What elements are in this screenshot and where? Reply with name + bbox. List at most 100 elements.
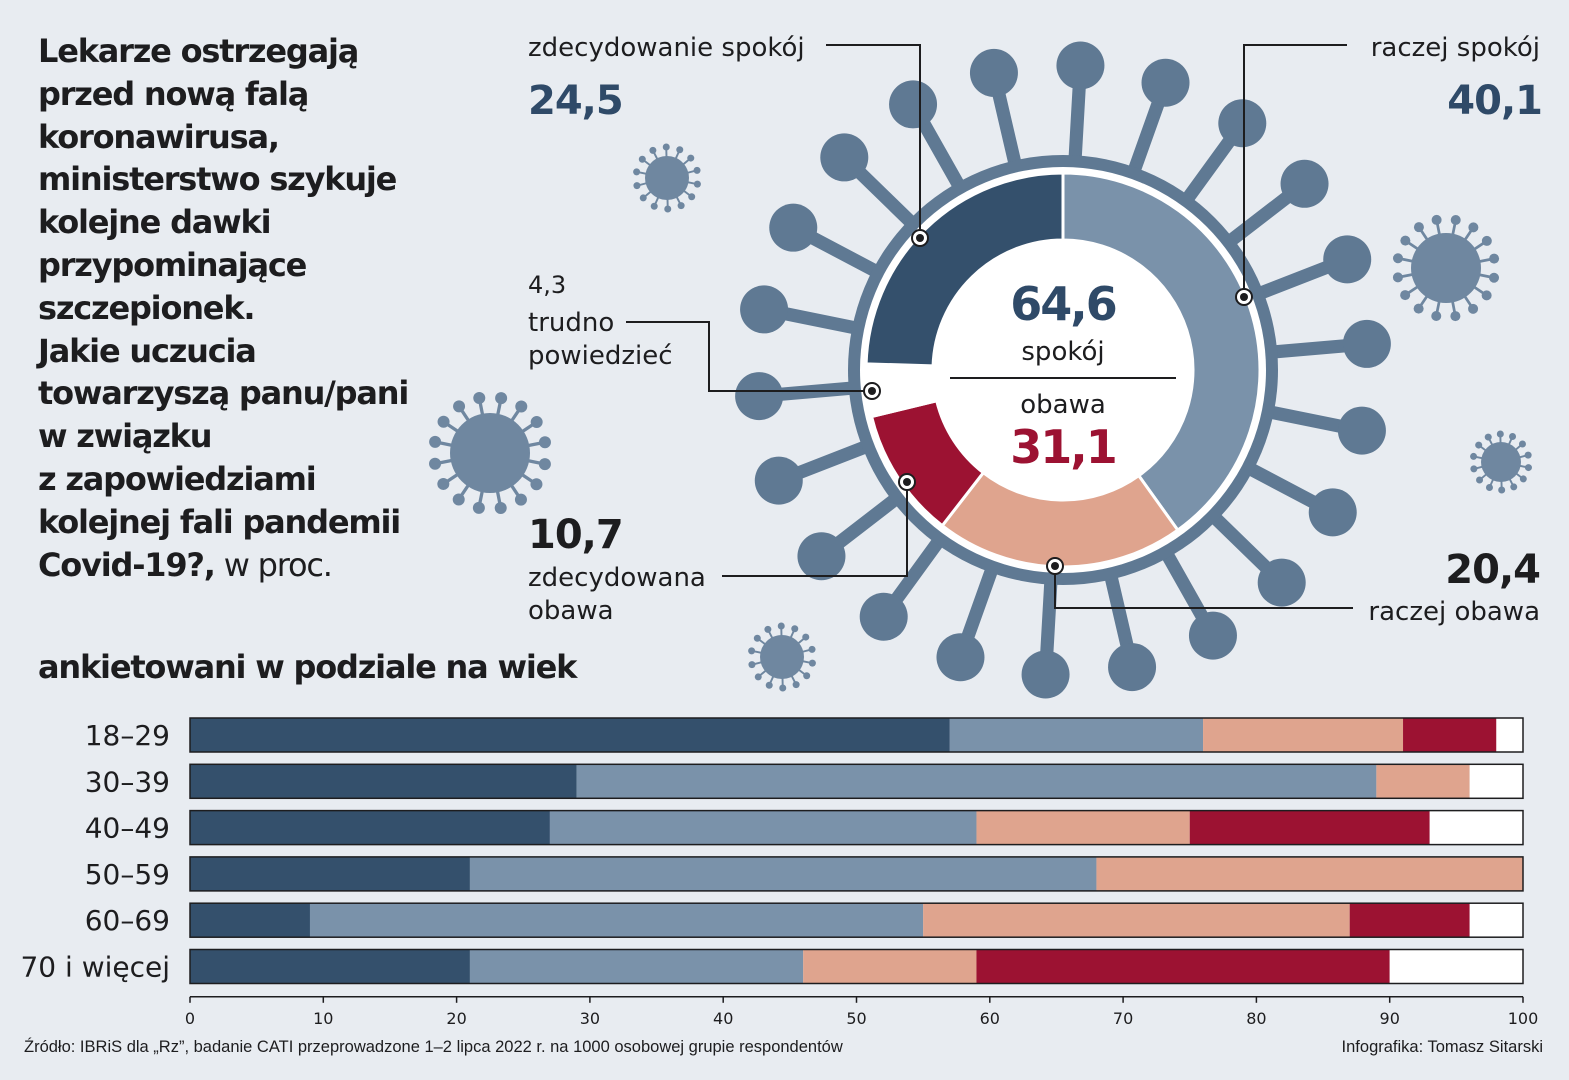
bar-segment-zdecydowanie-spokoj xyxy=(190,949,470,984)
fear-total-label: obawa xyxy=(1020,390,1106,420)
value-raczej-obawa: 20,4 xyxy=(1445,547,1540,593)
bar-segment-raczej-spokoj xyxy=(469,856,1097,891)
label-trudno-line1: trudno xyxy=(528,308,614,338)
x-tick-label: 100 xyxy=(1508,1009,1539,1028)
bar-outline xyxy=(189,763,1524,800)
label-zdecydowanie-spokoj: zdecydowanie spokój xyxy=(528,33,805,63)
leader-zdecydowana-obawa xyxy=(722,482,908,577)
leader-zdecydowana-obawa-dot-center xyxy=(903,478,911,486)
x-tick-label: 30 xyxy=(580,1009,600,1028)
bar-row: 40–49 xyxy=(85,809,1524,846)
bar-rows: 18–29 30–39 40–49 50–59 60–69 70 i więcej xyxy=(20,717,1524,985)
x-tick-label: 60 xyxy=(980,1009,1000,1028)
bar-segment-zdecydowanie-spokoj xyxy=(190,764,577,799)
bar-segment-zdecydowana-obawa xyxy=(976,949,1390,984)
label-raczej-spokoj: raczej spokój xyxy=(1371,33,1540,63)
bar-segment-zdecydowana-obawa xyxy=(1349,903,1470,938)
bar-segment-raczej-obawa xyxy=(1096,856,1523,891)
value-raczej-spokoj: 40,1 xyxy=(1447,78,1542,124)
survey-question: Lekarze ostrzegają przed nową falą koron… xyxy=(38,30,458,586)
bar-segment-trudno-powiedziec xyxy=(1389,949,1523,984)
bar-segment-raczej-obawa xyxy=(976,810,1190,845)
x-tick-label: 90 xyxy=(1380,1009,1400,1028)
calm-total-label: spokój xyxy=(1021,337,1104,367)
small-virus-icon xyxy=(748,622,816,692)
bar-segment-zdecydowanie-spokoj xyxy=(190,856,470,891)
donut-slice-zdecydowanie-spokoj xyxy=(864,171,1065,368)
small-virus-icon xyxy=(1392,214,1500,322)
age-label: 30–39 xyxy=(85,765,170,798)
x-tick-label: 10 xyxy=(313,1009,333,1028)
bar-segment-trudno-powiedziec xyxy=(1429,810,1523,845)
bar-segment-raczej-obawa xyxy=(1376,764,1470,799)
leader-raczej-obawa-dot-center xyxy=(1051,562,1059,570)
bar-segment-raczej-spokoj xyxy=(949,718,1204,752)
bar-segment-zdecydowana-obawa xyxy=(1189,810,1430,845)
label-trudno-line2: powiedzieć xyxy=(528,341,673,371)
leader-raczej-spokoj-dot-center xyxy=(1240,293,1248,301)
small-virus-icon xyxy=(633,143,701,213)
label-zdecydowana-obawa-line2: obawa xyxy=(528,596,614,626)
donut-chart: 64,6 spokój obawa 31,1 zdecydowanie spok… xyxy=(429,33,1543,699)
calm-total-value: 64,6 xyxy=(1010,277,1116,331)
value-trudno-powiedziec: 4,3 xyxy=(528,271,566,299)
bar-outline xyxy=(189,948,1524,985)
bar-row: 60–69 xyxy=(85,902,1524,938)
x-tick-label: 70 xyxy=(1113,1009,1133,1028)
small-virus-icon xyxy=(429,392,551,514)
bar-segment-raczej-spokoj xyxy=(576,764,1377,799)
leader-lines xyxy=(626,44,1353,609)
bar-segment-zdecydowanie-spokoj xyxy=(190,810,550,845)
x-axis: 0 10 20 30 40 50 60 70 80 90 100 xyxy=(185,996,1539,1028)
bar-segment-trudno-powiedziec xyxy=(1469,764,1523,799)
bar-segment-trudno-powiedziec xyxy=(1469,903,1523,938)
small-virus-icon xyxy=(1470,430,1532,494)
question-unit: w proc. xyxy=(214,545,333,584)
leader-raczej-spokoj xyxy=(1243,44,1347,297)
x-tick-label: 0 xyxy=(185,1009,195,1028)
bar-row: 50–59 xyxy=(85,856,1524,892)
age-label: 50–59 xyxy=(85,858,170,891)
bar-segment-zdecydowanie-spokoj xyxy=(190,718,950,752)
x-tick-label: 50 xyxy=(846,1009,866,1028)
bar-row: 30–39 xyxy=(85,763,1524,800)
label-raczej-obawa: raczej obawa xyxy=(1368,597,1540,627)
bar-segment-raczej-spokoj xyxy=(469,949,804,984)
label-zdecydowana-obawa-line1: zdecydowana xyxy=(528,563,706,593)
bar-segment-raczej-obawa xyxy=(803,949,977,984)
bar-segment-raczej-obawa xyxy=(1203,718,1404,752)
bar-segment-zdecydowana-obawa xyxy=(1403,718,1497,752)
x-tick-label: 40 xyxy=(713,1009,733,1028)
source-note: Źródło: IBRiS dla „Rz”, badanie CATI prz… xyxy=(24,1038,843,1056)
bar-row: 70 i więcej xyxy=(20,948,1524,985)
age-label: 70 i więcej xyxy=(20,951,170,984)
donut-hole xyxy=(933,240,1193,500)
bar-outline xyxy=(189,717,1524,753)
leader-raczej-obawa xyxy=(1054,566,1353,609)
value-zdecydowanie-spokoj: 24,5 xyxy=(528,78,623,124)
age-label: 60–69 xyxy=(85,904,170,937)
bar-segment-raczej-obawa xyxy=(923,903,1350,938)
bar-outline xyxy=(189,809,1524,846)
leader-zdecydowanie-spokoj-dot-center xyxy=(916,234,924,242)
bar-segment-raczej-spokoj xyxy=(549,810,977,845)
credit-note: Infografika: Tomasz Sitarski xyxy=(1341,1038,1543,1056)
age-bar-chart: 18–29 30–39 40–49 50–59 60–69 70 i więcej 0 10… xyxy=(20,717,1539,1028)
x-tick-label: 20 xyxy=(446,1009,466,1028)
leader-trudno-powiedziec xyxy=(626,321,872,392)
age-label: 40–49 xyxy=(85,812,170,845)
leader-zdecydowanie-spokoj xyxy=(826,44,921,238)
value-zdecydowana-obawa: 10,7 xyxy=(528,512,623,558)
leader-trudno-powiedziec-dot-center xyxy=(868,387,876,395)
fear-total-value: 31,1 xyxy=(1010,420,1116,474)
age-label: 18–29 xyxy=(85,719,170,752)
bar-segment-raczej-spokoj xyxy=(309,903,924,938)
age-section-title: ankietowani w podziale na wiek xyxy=(38,648,577,686)
bar-outline xyxy=(189,856,1524,892)
donut-slices xyxy=(860,167,1266,573)
bar-outline xyxy=(189,902,1524,938)
bar-segment-trudno-powiedziec xyxy=(1496,718,1523,752)
x-tick-label: 80 xyxy=(1246,1009,1266,1028)
bar-segment-zdecydowanie-spokoj xyxy=(190,903,310,938)
question-text: Lekarze ostrzegają przed nową falą koron… xyxy=(38,32,409,584)
